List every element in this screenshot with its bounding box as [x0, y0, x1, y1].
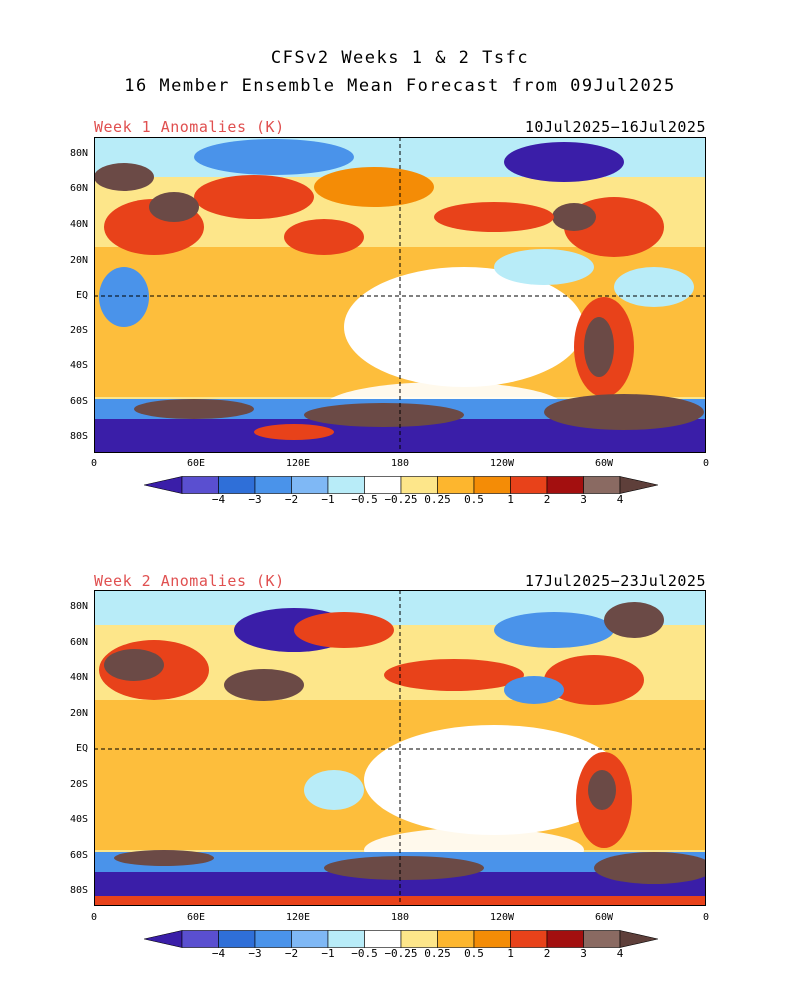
colorbar-segment: [400, 930, 438, 948]
colorbar-segment: [181, 476, 219, 494]
panel2-lat-label: 60S: [69, 850, 88, 861]
chart-title-line-2: 16 Member Ensemble Mean Forecast from 09…: [124, 76, 676, 96]
colorbar-segment: [291, 930, 329, 948]
colorbar-tick-label: 0.5: [464, 493, 484, 506]
colorbar-segment: [400, 476, 438, 494]
colorbar-tick-label: −0.5: [351, 947, 378, 960]
colorbar-segment: [583, 476, 621, 494]
panel2-lat-label: 80S: [69, 885, 88, 896]
colorbar-segment: [254, 930, 292, 948]
colorbar-segment: [619, 930, 658, 948]
colorbar-tick-label: 4: [616, 493, 624, 506]
panel2-lon-label: 120E: [285, 912, 311, 923]
colorbar-tick-label: −3: [248, 493, 262, 506]
panel2-lat-label: 20N: [69, 708, 88, 719]
colorbar-segment: [181, 930, 219, 948]
colorbar-tick-label: 2: [543, 493, 551, 506]
panel1-map: [94, 137, 706, 453]
panel1-lat-label: 60N: [69, 183, 88, 194]
colorbar-segment: [619, 476, 658, 494]
panel2-lon-label: 0: [702, 912, 710, 923]
panel1-lat-label: 80N: [69, 148, 88, 159]
colorbar-tick-label: −4: [211, 947, 226, 960]
panel2-lat-label: EQ: [75, 743, 88, 754]
colorbar-segment: [473, 930, 511, 948]
colorbar-segment: [254, 476, 292, 494]
colorbar-segment: [291, 476, 329, 494]
colorbar-tick-label: 4: [616, 947, 624, 960]
panel1-lon-label: 120W: [489, 458, 515, 469]
panel1-lon-label: 60W: [594, 458, 614, 469]
colorbar-tick-label: −1: [321, 947, 335, 960]
colorbar-segment: [327, 930, 365, 948]
colorbar-segment: [510, 930, 548, 948]
colorbar-segment: [546, 930, 584, 948]
panel2-lon-label: 180: [390, 912, 410, 923]
colorbar-segment: [546, 476, 584, 494]
panel1-lat-label: 20N: [69, 255, 88, 266]
colorbar-tick-label: −1: [321, 493, 335, 506]
panel2-lat-label: 40S: [69, 814, 88, 825]
panel1-lon-label: 120E: [285, 458, 311, 469]
colorbar-segment: [364, 930, 402, 948]
panel1-lat-label: 40S: [69, 360, 88, 371]
panel1-lat-label: EQ: [75, 290, 88, 301]
colorbar-tick-label: 0.25: [424, 947, 451, 960]
panel2-lat-label: 40N: [69, 672, 88, 683]
colorbar-segment: [218, 476, 256, 494]
panel1-lon-label: 60E: [186, 458, 206, 469]
colorbar-tick-label: −4: [211, 493, 226, 506]
panel2-lat-label: 20S: [69, 779, 88, 790]
colorbar-segment: [327, 476, 365, 494]
colorbar-tick-label: 0.25: [424, 493, 451, 506]
panel2-lat-label: 80N: [69, 601, 88, 612]
panel2-lon-label: 120W: [489, 912, 515, 923]
panel2-lat-label: 60N: [69, 637, 88, 648]
panel1-title: Week 1 Anomalies (K): [94, 118, 285, 136]
panel1-lon-label: 180: [390, 458, 410, 469]
panel1-lat-label: 80S: [69, 431, 88, 442]
panel2-colorbar-labels: −4 −3 −2 −1 −0.5 −0.25 0.25 0.5 1 2 3 4: [144, 947, 658, 963]
panel2-colorbar: [144, 930, 658, 948]
panel1-lat-label: 40N: [69, 219, 88, 230]
colorbar-tick-label: −0.25: [384, 493, 418, 506]
panel2-date-range: 17Jul2025−23Jul2025: [524, 572, 706, 590]
colorbar-tick-label: −3: [248, 947, 262, 960]
panel1-colorbar: [144, 476, 658, 494]
panel2-lon-label: 60E: [186, 912, 206, 923]
panel1-date-range: 10Jul2025−16Jul2025: [524, 118, 706, 136]
colorbar-segment: [583, 930, 621, 948]
colorbar-tick-label: 1: [507, 493, 514, 506]
colorbar-segment: [437, 930, 475, 948]
colorbar-tick-label: 3: [580, 493, 587, 506]
colorbar-tick-label: 2: [543, 947, 551, 960]
colorbar-tick-label: 1: [507, 947, 514, 960]
colorbar-segment: [437, 476, 475, 494]
colorbar-tick-label: −2: [284, 947, 299, 960]
colorbar-tick-label: 3: [580, 947, 587, 960]
colorbar-segment: [218, 930, 256, 948]
colorbar-segment: [364, 476, 402, 494]
colorbar-tick-label: 0.5: [464, 947, 484, 960]
colorbar-segment: [144, 476, 183, 494]
colorbar-tick-label: −0.25: [384, 947, 418, 960]
panel2-title: Week 2 Anomalies (K): [94, 572, 285, 590]
colorbar-tick-label: −2: [284, 493, 299, 506]
panel1-lat-label: 60S: [69, 396, 88, 407]
colorbar-segment: [144, 930, 183, 948]
panel2-lon-label: 0: [90, 912, 98, 923]
colorbar-segment: [510, 476, 548, 494]
colorbar-segment: [473, 476, 511, 494]
panel1-lon-label: 0: [90, 458, 98, 469]
panel2-lon-label: 60W: [594, 912, 614, 923]
panel2-map: [94, 590, 706, 906]
panel1-lat-label: 20S: [69, 325, 88, 336]
chart-title-line-1: CFSv2 Weeks 1 & 2 Tsfc: [270, 48, 530, 68]
panel1-lon-label: 0: [702, 458, 710, 469]
colorbar-tick-label: −0.5: [351, 493, 378, 506]
panel1-colorbar-labels: −4 −3 −2 −1 −0.5 −0.25 0.25 0.5 1 2 3 4: [144, 493, 658, 509]
